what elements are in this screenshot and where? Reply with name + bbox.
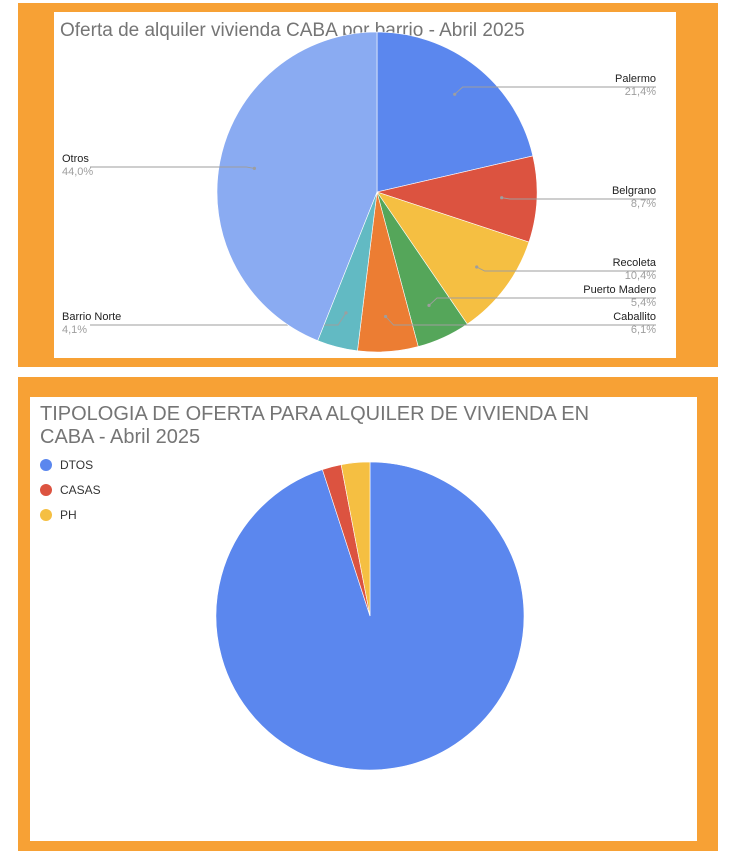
value-label-belgrano: 8,7% <box>631 198 656 210</box>
label-barrio-norte: Barrio Norte <box>62 311 121 323</box>
chart2-title: TIPOLOGIA DE OFERTA PARA ALQUILER DE VIV… <box>40 403 590 448</box>
slice-ph <box>340 461 371 617</box>
label-belgrano: Belgrano <box>612 185 656 197</box>
chart1-panel: Oferta de alquiler vivienda CABA por bar… <box>54 12 676 358</box>
chart1-frame: Oferta de alquiler vivienda CABA por bar… <box>18 3 718 367</box>
legend-marker-casas <box>40 484 52 496</box>
legend-marker-dtos <box>40 459 52 471</box>
leader-dot-caballito <box>384 314 388 319</box>
value-label-recoleta: 10,4% <box>625 270 656 282</box>
leader-dot-recoleta <box>475 265 479 269</box>
slice-recoleta <box>376 191 530 325</box>
slice-otros <box>216 31 378 341</box>
leader-line-palermo <box>454 86 656 95</box>
leader-dot-belgrano <box>500 196 504 200</box>
chart2-frame: TIPOLOGIA DE OFERTA PARA ALQUILER DE VIV… <box>18 377 718 851</box>
chart2-panel: TIPOLOGIA DE OFERTA PARA ALQUILER DE VIV… <box>30 397 697 841</box>
label-puerto-madero: Puerto Madero <box>583 284 656 296</box>
label-recoleta: Recoleta <box>613 257 657 269</box>
legend-label-dtos: DTOS <box>60 458 93 472</box>
leader-dot-palermo <box>453 92 457 96</box>
leader-line-puerto-madero <box>428 297 656 306</box>
leader-line-otros <box>90 166 255 169</box>
label-palermo: Palermo <box>615 73 656 85</box>
leader-dot-otros <box>252 166 256 170</box>
leader-line-caballito <box>385 316 656 326</box>
value-label-caballito: 6,1% <box>631 324 656 336</box>
legend-label-casas: CASAS <box>60 483 101 497</box>
value-label-barrio-norte: 4,1% <box>62 324 87 336</box>
slice-palermo <box>376 31 534 193</box>
leader-line-recoleta <box>476 266 656 272</box>
legend-marker-ph <box>40 509 52 521</box>
label-caballito: Caballito <box>613 311 656 323</box>
leader-line-barrio-norte <box>90 312 347 326</box>
legend-label-ph: PH <box>60 508 77 522</box>
chart2-plot: DTOS CASAS PH <box>40 458 525 771</box>
value-label-otros: 44,0% <box>62 166 93 178</box>
label-otros: Otros <box>62 153 89 165</box>
value-label-puerto-madero: 5,4% <box>631 297 656 309</box>
leader-line-belgrano <box>501 197 656 200</box>
leader-dot-puerto-madero <box>427 303 431 307</box>
value-label-palermo: 21,4% <box>625 86 656 98</box>
leader-dot-barrio-norte <box>344 311 348 315</box>
